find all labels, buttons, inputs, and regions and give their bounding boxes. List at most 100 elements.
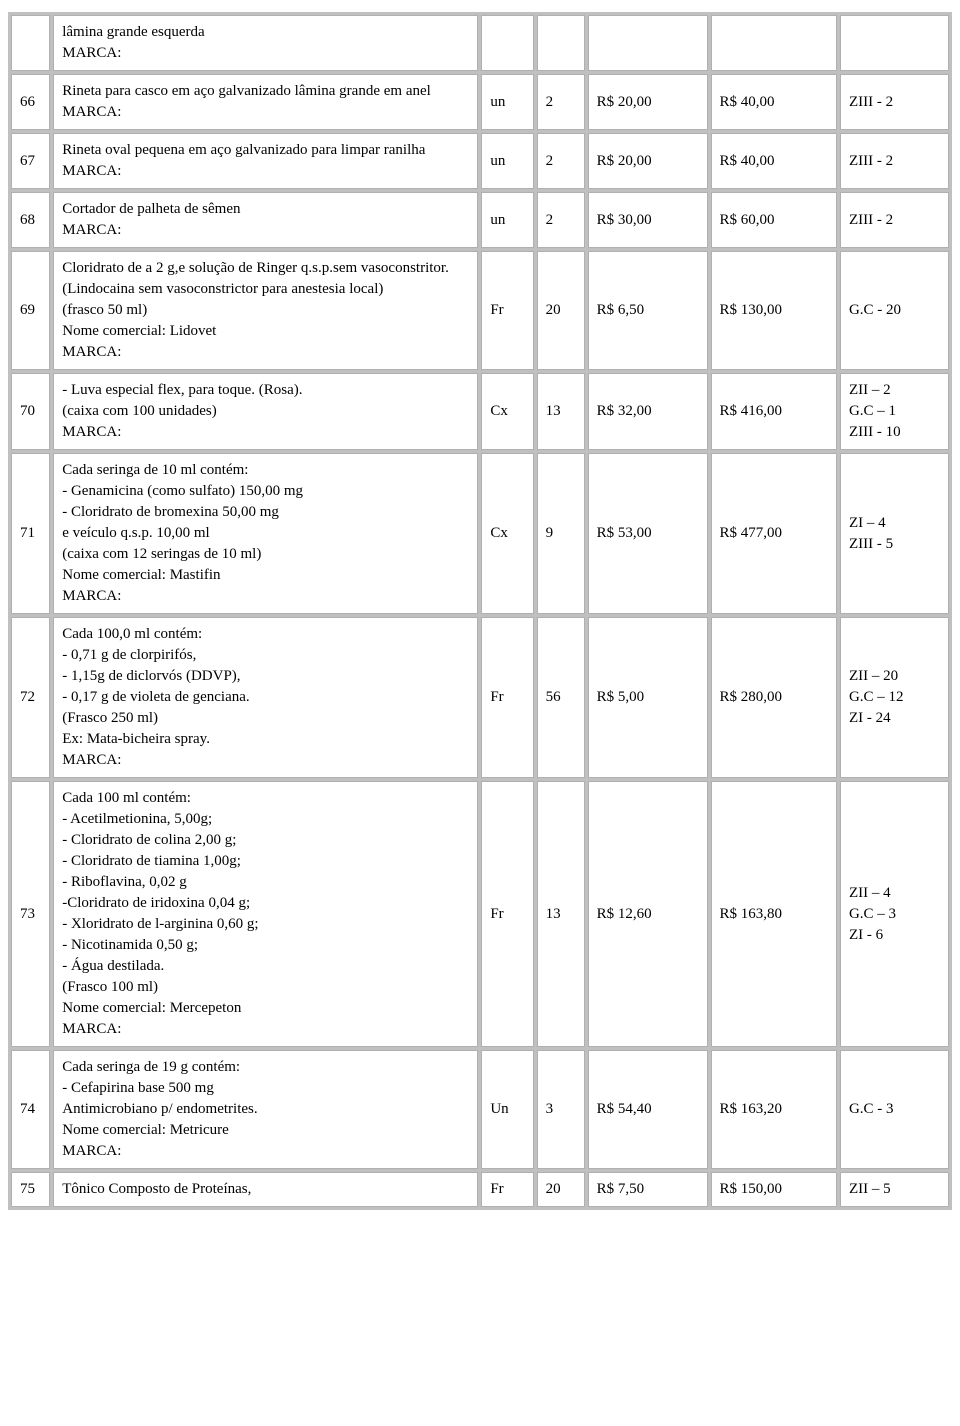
- cell-line: - 0,17 g de violeta de genciana.: [62, 687, 469, 708]
- cell-qty: 13: [537, 373, 585, 450]
- cell-unit: un: [481, 192, 533, 248]
- cell-price: R$ 7,50: [588, 1172, 708, 1207]
- cell-line: -Cloridrato de iridoxina 0,04 g;: [62, 893, 469, 914]
- cell-qty: 56: [537, 617, 585, 778]
- cell-qty: 9: [537, 453, 585, 614]
- cell-line: - Riboflavina, 0,02 g: [62, 872, 469, 893]
- cell-line: Cada 100 ml contém:: [62, 788, 469, 809]
- cell-note: ZIII - 2: [840, 192, 949, 248]
- cell-line: ZI – 4: [849, 513, 940, 534]
- cell-desc: Cada seringa de 19 g contém:- Cefapirina…: [53, 1050, 478, 1169]
- cell-line: - Água destilada.: [62, 956, 469, 977]
- cell-num: 74: [11, 1050, 50, 1169]
- cell-line: Cada seringa de 10 ml contém:: [62, 460, 469, 481]
- cell-num: 68: [11, 192, 50, 248]
- cell-num: 71: [11, 453, 50, 614]
- cell-total: R$ 40,00: [711, 133, 837, 189]
- cell-unit: [481, 15, 533, 71]
- cell-line: Cloridrato de a 2 g,e solução de Ringer …: [62, 258, 469, 279]
- cell-note: G.C - 20: [840, 251, 949, 370]
- cell-line: - Cefapirina base 500 mg: [62, 1078, 469, 1099]
- cell-note: ZII – 4G.C – 3ZI - 6: [840, 781, 949, 1047]
- cell-line: MARCA:: [62, 1141, 469, 1162]
- table-row: 69Cloridrato de a 2 g,e solução de Ringe…: [11, 251, 949, 370]
- cell-desc: Rineta para casco em aço galvanizado lâm…: [53, 74, 478, 130]
- cell-line: Nome comercial: Mastifin: [62, 565, 469, 586]
- cell-line: MARCA:: [62, 422, 469, 443]
- cell-line: ZII – 20: [849, 666, 940, 687]
- cell-line: - Genamicina (como sulfato) 150,00 mg: [62, 481, 469, 502]
- cell-line: (Lindocaina sem vasoconstrictor para ane…: [62, 279, 469, 300]
- cell-total: R$ 280,00: [711, 617, 837, 778]
- cell-line: - Nicotinamida 0,50 g;: [62, 935, 469, 956]
- cell-line: - Cloridrato de colina 2,00 g;: [62, 830, 469, 851]
- cell-line: Tônico Composto de Proteínas,: [62, 1179, 469, 1200]
- cell-line: Ex: Mata-bicheira spray.: [62, 729, 469, 750]
- cell-qty: 3: [537, 1050, 585, 1169]
- cell-price: R$ 32,00: [588, 373, 708, 450]
- cell-line: Nome comercial: Metricure: [62, 1120, 469, 1141]
- cell-line: (caixa com 100 unidades): [62, 401, 469, 422]
- cell-line: (frasco 50 ml): [62, 300, 469, 321]
- cell-note: ZII – 5: [840, 1172, 949, 1207]
- cell-line: MARCA:: [62, 161, 469, 182]
- cell-num: 66: [11, 74, 50, 130]
- cell-line: ZI - 6: [849, 925, 940, 946]
- cell-line: Nome comercial: Mercepeton: [62, 998, 469, 1019]
- cell-line: - Xloridrato de l-arginina 0,60 g;: [62, 914, 469, 935]
- cell-price: R$ 53,00: [588, 453, 708, 614]
- cell-total: R$ 163,80: [711, 781, 837, 1047]
- cell-line: MARCA:: [62, 750, 469, 771]
- cell-line: Cortador de palheta de sêmen: [62, 199, 469, 220]
- table-row: 68Cortador de palheta de sêmenMARCA:un2R…: [11, 192, 949, 248]
- cell-total: R$ 163,20: [711, 1050, 837, 1169]
- cell-line: MARCA:: [62, 102, 469, 123]
- cell-unit: Fr: [481, 1172, 533, 1207]
- cell-qty: 2: [537, 192, 585, 248]
- cell-price: R$ 12,60: [588, 781, 708, 1047]
- cell-line: - Cloridrato de tiamina 1,00g;: [62, 851, 469, 872]
- table-row: 71Cada seringa de 10 ml contém:- Genamic…: [11, 453, 949, 614]
- cell-line: - Luva especial flex, para toque. (Rosa)…: [62, 380, 469, 401]
- table-row: 70- Luva especial flex, para toque. (Ros…: [11, 373, 949, 450]
- cell-line: Nome comercial: Lidovet: [62, 321, 469, 342]
- cell-total: R$ 477,00: [711, 453, 837, 614]
- cell-price: R$ 20,00: [588, 133, 708, 189]
- cell-line: ZIII - 2: [849, 92, 940, 113]
- table-row: 66Rineta para casco em aço galvanizado l…: [11, 74, 949, 130]
- cell-unit: Fr: [481, 617, 533, 778]
- table-row: 72Cada 100,0 ml contém:- 0,71 g de clorp…: [11, 617, 949, 778]
- cell-qty: 2: [537, 133, 585, 189]
- cell-total: R$ 60,00: [711, 192, 837, 248]
- cell-line: G.C - 3: [849, 1099, 940, 1120]
- cell-unit: Un: [481, 1050, 533, 1169]
- table-row: lâmina grande esquerdaMARCA:: [11, 15, 949, 71]
- cell-total: R$ 40,00: [711, 74, 837, 130]
- cell-line: ZII – 4: [849, 883, 940, 904]
- cell-note: ZII – 2G.C – 1ZIII - 10: [840, 373, 949, 450]
- cell-line: G.C – 1: [849, 401, 940, 422]
- cell-note: ZII – 20G.C – 12ZI - 24: [840, 617, 949, 778]
- table-row: 75Tônico Composto de Proteínas,Fr20R$ 7,…: [11, 1172, 949, 1207]
- cell-unit: Fr: [481, 781, 533, 1047]
- cell-num: 75: [11, 1172, 50, 1207]
- cell-line: ZI - 24: [849, 708, 940, 729]
- items-table: lâmina grande esquerdaMARCA:66Rineta par…: [8, 12, 952, 1210]
- cell-note: ZIII - 2: [840, 133, 949, 189]
- cell-line: (caixa com 12 seringas de 10 ml): [62, 544, 469, 565]
- cell-line: MARCA:: [62, 43, 469, 64]
- cell-line: ZIII - 2: [849, 151, 940, 172]
- cell-price: R$ 54,40: [588, 1050, 708, 1169]
- cell-num: 67: [11, 133, 50, 189]
- cell-line: ZII – 5: [849, 1179, 940, 1200]
- cell-desc: Cloridrato de a 2 g,e solução de Ringer …: [53, 251, 478, 370]
- table-row: 74Cada seringa de 19 g contém:- Cefapiri…: [11, 1050, 949, 1169]
- cell-desc: Tônico Composto de Proteínas,: [53, 1172, 478, 1207]
- cell-line: - Cloridrato de bromexina 50,00 mg: [62, 502, 469, 523]
- cell-line: (Frasco 100 ml): [62, 977, 469, 998]
- cell-line: - Acetilmetionina, 5,00g;: [62, 809, 469, 830]
- cell-desc: Cada seringa de 10 ml contém:- Genamicin…: [53, 453, 478, 614]
- cell-desc: Cada 100 ml contém:- Acetilmetionina, 5,…: [53, 781, 478, 1047]
- cell-total: R$ 150,00: [711, 1172, 837, 1207]
- cell-line: Antimicrobiano p/ endometrites.: [62, 1099, 469, 1120]
